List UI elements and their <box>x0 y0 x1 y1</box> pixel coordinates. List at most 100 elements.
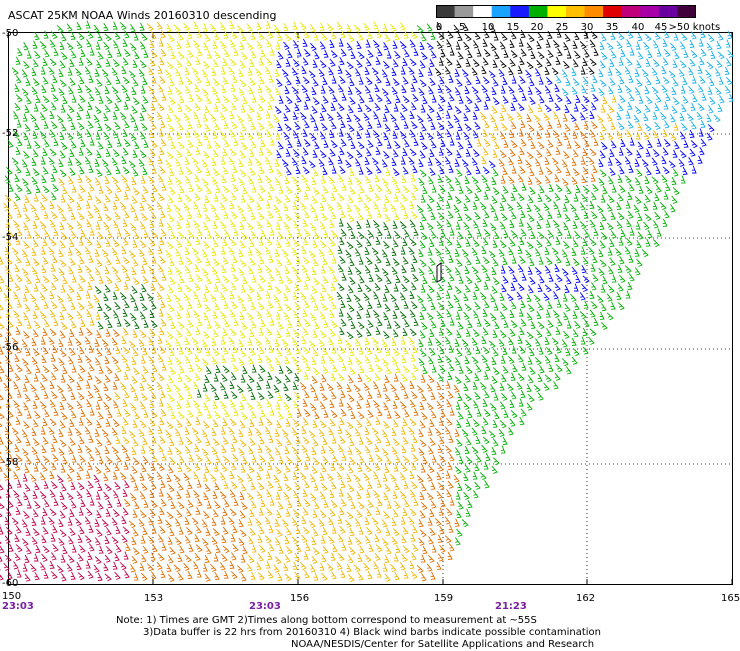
wind-barb <box>440 228 446 237</box>
wind-barb <box>0 275 5 284</box>
wind-barb <box>25 257 31 266</box>
wind-barb <box>402 346 409 355</box>
wind-barb <box>44 499 50 508</box>
wind-barb <box>15 345 22 354</box>
wind-barb <box>565 276 572 285</box>
wind-barb <box>601 123 607 132</box>
wind-barb <box>4 355 11 364</box>
wind-barb <box>337 174 344 183</box>
wind-barb <box>367 319 374 328</box>
wind-barb <box>530 50 536 59</box>
wind-barb <box>672 97 680 106</box>
wind-barb <box>246 492 254 501</box>
wind-barb <box>58 267 65 276</box>
wind-barb <box>238 248 244 258</box>
wind-barb <box>268 363 275 372</box>
wind-barb <box>276 168 283 177</box>
wind-barb <box>223 390 229 399</box>
wind-barb <box>5 256 13 266</box>
wind-barb <box>537 231 545 240</box>
wind-barb <box>41 444 47 454</box>
wind-barb <box>582 327 588 336</box>
wind-barb <box>203 222 209 231</box>
wind-barb <box>428 536 434 545</box>
wind-barb <box>356 400 362 410</box>
wind-barb <box>475 165 481 174</box>
wind-barb <box>392 348 400 357</box>
wind-barb <box>221 463 228 472</box>
wind-barb <box>481 84 488 93</box>
wind-barb <box>503 409 509 418</box>
wind-barb <box>14 173 20 183</box>
wind-barb <box>565 96 572 105</box>
wind-barb <box>580 336 586 345</box>
wind-barb <box>312 258 319 267</box>
wind-barb <box>251 274 257 283</box>
wind-barb <box>598 267 605 276</box>
wind-barb <box>68 86 74 95</box>
wind-barb <box>574 301 580 311</box>
wind-barb <box>119 382 127 391</box>
wind-barb <box>111 86 119 95</box>
wind-barb <box>399 202 406 211</box>
wind-barb <box>553 381 559 390</box>
wind-barb <box>311 446 317 456</box>
wind-barb <box>445 470 451 479</box>
wind-barb <box>473 310 479 319</box>
wind-barb <box>101 159 109 168</box>
wind-barb <box>277 122 283 131</box>
wind-barb <box>264 445 272 454</box>
wind-barb <box>247 194 255 204</box>
wind-barb <box>113 490 119 499</box>
wind-barb <box>416 295 424 304</box>
wind-barb <box>80 138 86 147</box>
wind-barb <box>165 69 172 78</box>
wind-barb <box>212 329 219 338</box>
wind-barb <box>287 499 293 509</box>
wind-barb <box>402 526 409 535</box>
wind-barb <box>311 86 317 96</box>
wind-barb <box>259 544 266 553</box>
wind-barb <box>357 283 363 292</box>
wind-barb <box>476 228 482 237</box>
wind-barb <box>161 452 167 461</box>
wind-barb <box>502 166 508 175</box>
wind-barb <box>221 283 228 292</box>
wind-barb <box>184 156 190 165</box>
wind-barb <box>130 294 136 303</box>
wind-barb <box>98 455 104 464</box>
wind-barb <box>474 121 481 130</box>
wind-barb <box>697 103 705 112</box>
wind-barb <box>346 241 354 250</box>
wind-barb <box>88 363 95 372</box>
wind-barb <box>257 572 265 581</box>
wind-barb <box>119 112 127 121</box>
wind-barb <box>346 421 354 430</box>
wind-barb <box>239 259 247 268</box>
wind-barb <box>444 336 451 345</box>
wind-barb <box>501 302 508 311</box>
wind-barb <box>206 500 212 509</box>
wind-barb <box>34 31 40 41</box>
wind-barb <box>368 183 374 192</box>
wind-barb <box>274 286 282 295</box>
wind-barb <box>231 462 237 471</box>
wind-barb <box>368 273 374 282</box>
wind-barb <box>419 131 425 140</box>
wind-barb <box>401 444 407 454</box>
wind-barb <box>573 193 579 202</box>
wind-barb <box>233 317 239 326</box>
wind-barb <box>42 256 49 265</box>
wind-barb <box>700 29 706 38</box>
wind-barb <box>463 382 469 392</box>
wind-barb <box>563 330 570 339</box>
wind-barb <box>589 129 596 138</box>
wind-barb <box>104 104 111 113</box>
wind-barb <box>281 339 289 348</box>
wind-barb <box>246 383 253 392</box>
wind-barb <box>464 175 470 184</box>
wind-barb <box>680 175 686 184</box>
wind-barb <box>332 273 338 283</box>
wind-barb <box>132 509 138 518</box>
wind-barb <box>328 247 334 256</box>
